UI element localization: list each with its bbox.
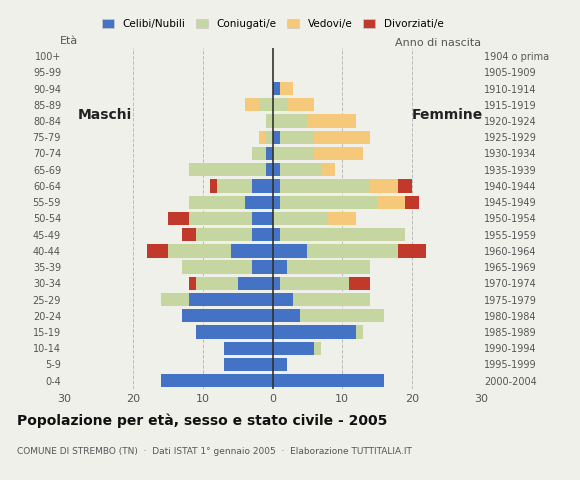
- Bar: [280, 195, 377, 209]
- Text: Femmine: Femmine: [412, 108, 483, 122]
- Bar: [168, 212, 189, 225]
- Bar: [293, 293, 370, 306]
- Bar: [300, 309, 384, 323]
- Bar: [189, 293, 273, 306]
- Bar: [273, 114, 307, 128]
- Bar: [196, 228, 252, 241]
- Bar: [189, 163, 266, 176]
- Bar: [196, 325, 273, 339]
- Bar: [252, 261, 273, 274]
- Bar: [307, 114, 356, 128]
- Bar: [273, 244, 307, 257]
- Bar: [314, 147, 363, 160]
- Bar: [273, 98, 287, 111]
- Bar: [377, 195, 405, 209]
- Bar: [231, 244, 273, 257]
- Bar: [398, 244, 426, 257]
- Bar: [224, 358, 273, 371]
- Bar: [245, 195, 273, 209]
- Bar: [273, 293, 293, 306]
- Bar: [398, 180, 412, 192]
- Bar: [189, 212, 252, 225]
- Bar: [273, 195, 280, 209]
- Bar: [182, 228, 196, 241]
- Bar: [280, 180, 370, 192]
- Bar: [273, 228, 280, 241]
- Bar: [356, 325, 363, 339]
- Bar: [273, 309, 300, 323]
- Bar: [189, 195, 245, 209]
- Text: Popolazione per età, sesso e stato civile - 2005: Popolazione per età, sesso e stato civil…: [17, 413, 388, 428]
- Bar: [259, 98, 273, 111]
- Text: Maschi: Maschi: [78, 108, 132, 122]
- Bar: [273, 342, 314, 355]
- Bar: [280, 276, 349, 290]
- Bar: [280, 131, 314, 144]
- Bar: [287, 261, 370, 274]
- Bar: [182, 261, 252, 274]
- Bar: [280, 163, 321, 176]
- Bar: [252, 212, 273, 225]
- Bar: [210, 180, 217, 192]
- Bar: [349, 276, 370, 290]
- Bar: [266, 163, 273, 176]
- Bar: [196, 276, 238, 290]
- Bar: [273, 261, 287, 274]
- Bar: [252, 180, 273, 192]
- Bar: [314, 131, 370, 144]
- Bar: [161, 293, 189, 306]
- Bar: [280, 82, 293, 95]
- Bar: [224, 342, 273, 355]
- Bar: [266, 131, 273, 144]
- Bar: [147, 244, 168, 257]
- Bar: [405, 195, 419, 209]
- Bar: [266, 147, 273, 160]
- Bar: [273, 276, 280, 290]
- Bar: [168, 244, 231, 257]
- Bar: [307, 244, 398, 257]
- Bar: [370, 180, 398, 192]
- Bar: [314, 342, 321, 355]
- Bar: [217, 180, 252, 192]
- Bar: [161, 374, 273, 387]
- Bar: [245, 98, 259, 111]
- Text: COMUNE DI STREMBO (TN)  ·  Dati ISTAT 1° gennaio 2005  ·  Elaborazione TUTTITALI: COMUNE DI STREMBO (TN) · Dati ISTAT 1° g…: [17, 446, 412, 456]
- Bar: [189, 276, 196, 290]
- Bar: [280, 228, 405, 241]
- Bar: [238, 276, 273, 290]
- Bar: [273, 325, 356, 339]
- Bar: [287, 98, 314, 111]
- Bar: [259, 131, 266, 144]
- Bar: [252, 147, 266, 160]
- Bar: [273, 212, 328, 225]
- Text: Anno di nascita: Anno di nascita: [396, 38, 481, 48]
- Bar: [273, 358, 287, 371]
- Bar: [273, 147, 314, 160]
- Bar: [273, 82, 280, 95]
- Bar: [252, 228, 273, 241]
- Text: Età: Età: [60, 36, 78, 47]
- Bar: [321, 163, 335, 176]
- Legend: Celibi/Nubili, Coniugati/e, Vedovi/e, Divorziati/e: Celibi/Nubili, Coniugati/e, Vedovi/e, Di…: [102, 19, 444, 29]
- Bar: [273, 163, 280, 176]
- Bar: [273, 180, 280, 192]
- Bar: [328, 212, 356, 225]
- Bar: [266, 114, 273, 128]
- Bar: [182, 309, 273, 323]
- Bar: [273, 131, 280, 144]
- Bar: [273, 374, 384, 387]
